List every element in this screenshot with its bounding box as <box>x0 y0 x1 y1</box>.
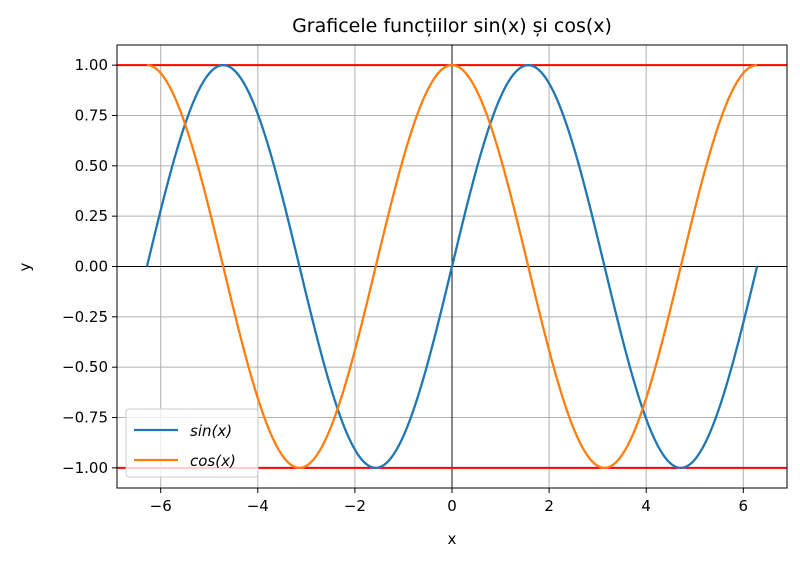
x-tick-label: −6 <box>150 497 172 515</box>
x-tick-label: −4 <box>247 497 269 515</box>
y-tick-label: 0.25 <box>75 207 108 225</box>
series-line-sin <box>145 63 759 470</box>
x-axis-label: x <box>448 530 457 548</box>
y-tick-label: 1.00 <box>75 56 108 74</box>
x-tick-label: 2 <box>544 497 554 515</box>
legend: sin(x) cos(x) <box>125 408 259 478</box>
x-tick-label: 6 <box>739 497 749 515</box>
y-tick-label: −1.00 <box>62 459 108 477</box>
x-tick-label: 0 <box>447 497 457 515</box>
x-tick-label: −2 <box>344 497 366 515</box>
series-line-cos <box>146 63 758 470</box>
y-axis-label: y <box>16 262 34 271</box>
y-tick-label: −0.50 <box>62 358 108 376</box>
y-tick-label: 0.50 <box>75 157 108 175</box>
y-tick-label: 0.75 <box>75 106 108 124</box>
ticks: −6 −4 −2 0 2 4 6 1.00 0.75 0.50 0.25 0.00 −0.25 −0.50… <box>62 56 748 515</box>
x-tick-label: 4 <box>641 497 651 515</box>
chart-title: Graficele funcțiilor sin(x) și cos(x) <box>292 15 612 37</box>
plot-area <box>117 45 787 488</box>
y-tick-label: −0.75 <box>62 409 108 427</box>
legend-label-cos: cos(x) <box>190 452 236 470</box>
y-tick-label: −0.25 <box>62 308 108 326</box>
y-tick-label: 0.00 <box>75 258 108 276</box>
legend-label-sin: sin(x) <box>190 422 232 440</box>
